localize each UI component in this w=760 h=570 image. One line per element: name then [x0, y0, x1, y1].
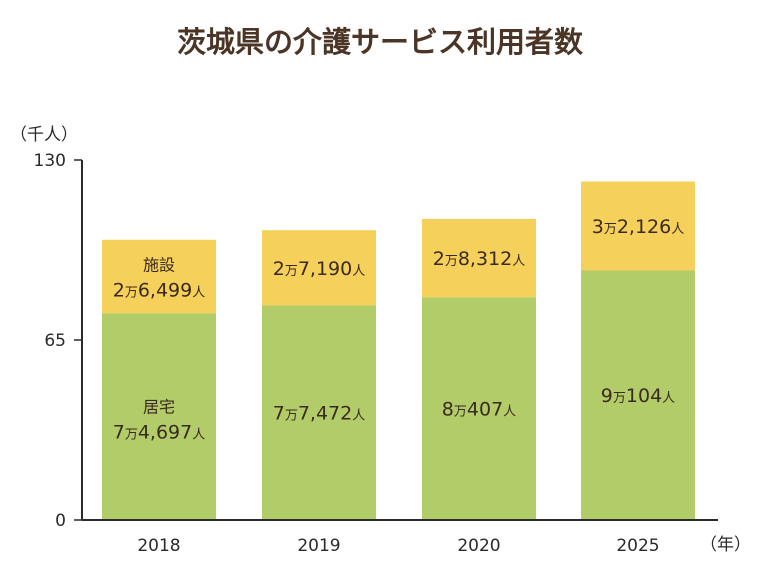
bar-segment-施設 [581, 181, 695, 271]
y-axis-unit-label: （千人） [10, 125, 78, 145]
series-name-label: 居宅 [143, 398, 175, 417]
x-tick-label: 2025 [616, 536, 659, 556]
x-tick-label: 2019 [297, 536, 340, 556]
data-label: 2万7,190人 [273, 258, 366, 280]
x-tick-label: 2020 [457, 536, 500, 556]
data-label: 7万4,697人 [113, 422, 206, 444]
data-label: 2万6,499人 [113, 279, 206, 301]
bar-segment-施設 [422, 218, 536, 298]
series-name-label: 施設 [143, 255, 175, 274]
y-tick-label: 130 [34, 151, 66, 171]
x-tick-label: 2018 [137, 536, 180, 556]
bar-segment-施設 [262, 230, 376, 306]
y-axis-ticks: 0 65 130 [34, 151, 82, 531]
data-label: 3万2,126人 [592, 216, 685, 238]
bar-segment-居宅 [581, 270, 695, 520]
x-axis-unit-label: （年） [700, 535, 751, 555]
data-label: 9万104人 [601, 385, 675, 407]
y-tick-label: 65 [44, 331, 66, 351]
y-tick-label: 0 [55, 511, 66, 531]
chart-title: 茨城県の介護サービス利用者数 [177, 25, 584, 59]
x-axis-ticks: 2018 2019 2020 2025 [137, 536, 659, 556]
bar-segment-居宅 [102, 313, 216, 520]
data-label: 7万7,472人 [273, 403, 366, 425]
bar-segment-居宅 [422, 297, 536, 520]
bar-segment-施設 [102, 239, 216, 314]
data-label: 8万407人 [442, 399, 516, 421]
data-label: 2万8,312人 [433, 248, 526, 270]
bar-segment-居宅 [262, 305, 376, 520]
